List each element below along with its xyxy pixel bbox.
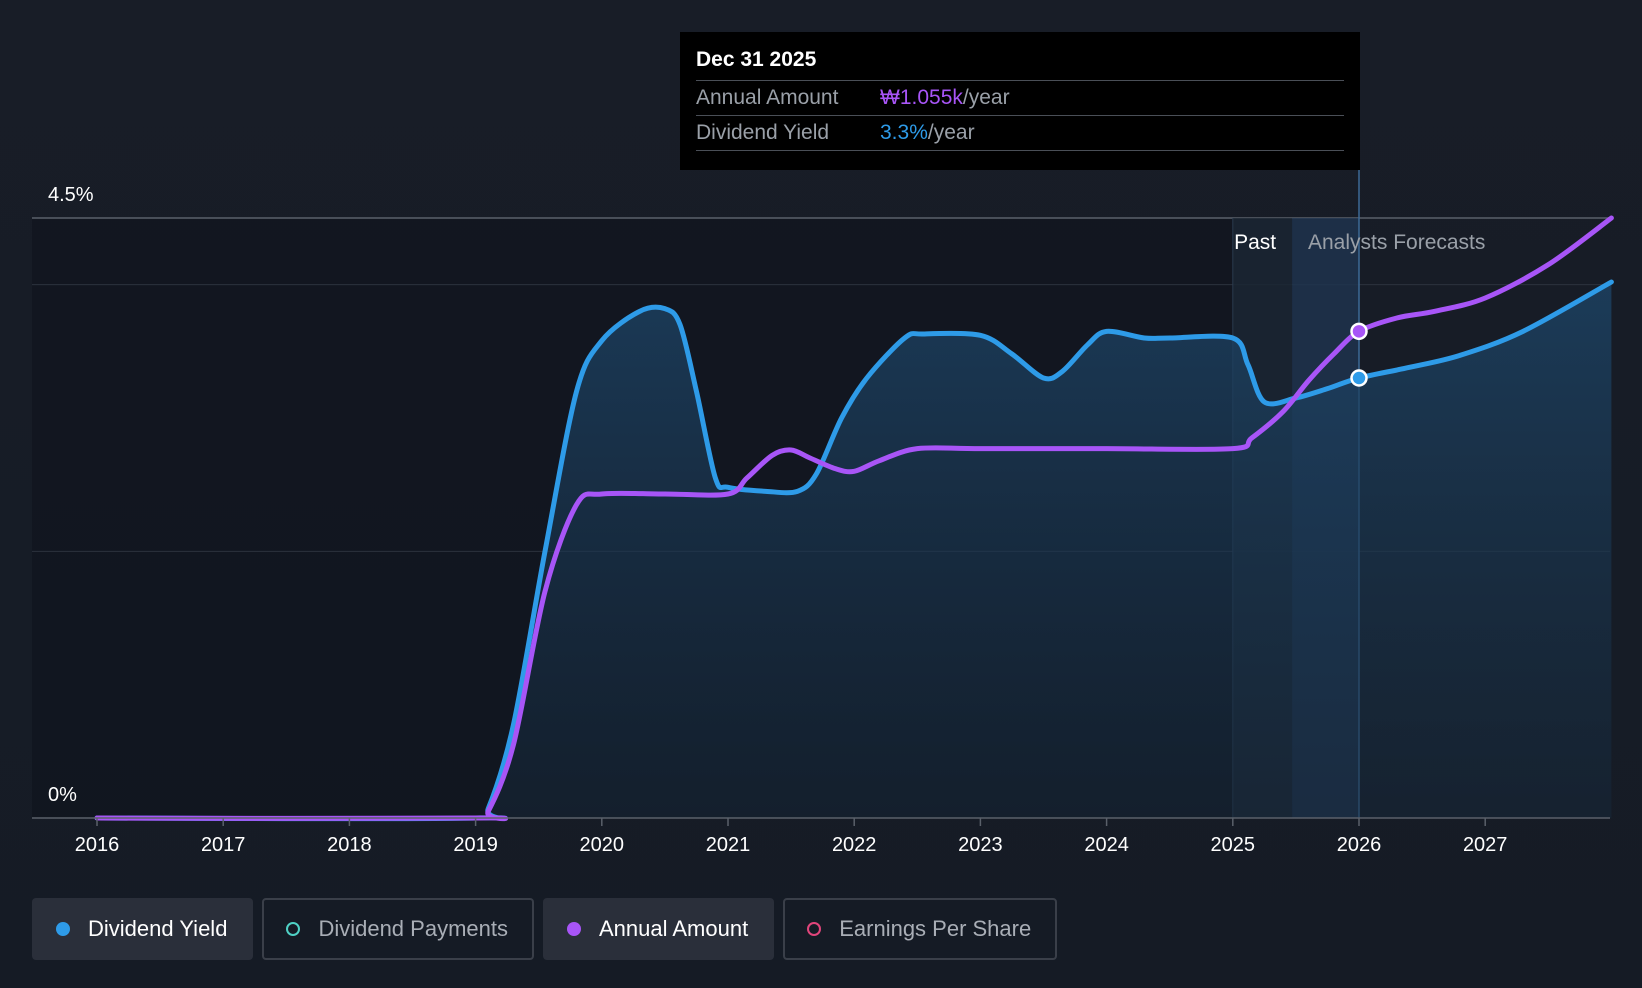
legend-label: Dividend Yield [88,916,228,941]
annual-amount-marker [1350,322,1368,341]
tooltip-value: 3.3% [880,121,928,144]
legend-label: Earnings Per Share [839,916,1032,941]
x-tick-label: 2016 [75,834,120,856]
tooltip-row-annual-amount: Annual Amount ₩1.055k /year [696,81,1344,116]
x-tick-label: 2019 [453,834,498,856]
legend-ring-icon [807,922,822,936]
tooltip-label: Dividend Yield [696,121,830,144]
legend-label: Dividend Payments [318,916,508,941]
y-axis-label-top: 4.5% [48,184,94,206]
forecast-label: Analysts Forecasts [1308,231,1485,254]
past-label: Past [1234,231,1276,254]
x-tick-label: 2021 [706,834,751,856]
tooltip-row-dividend-yield: Dividend Yield 3.3% /year [696,116,1344,151]
x-tick-label: 2024 [1084,834,1129,856]
x-tick-label: 2017 [201,834,246,856]
x-tick-label: 2018 [327,834,372,856]
x-tick-label: 2027 [1463,834,1508,856]
tooltip-unit: /year [962,86,1010,109]
dividend-yield-marker [1350,369,1368,387]
x-tick-label: 2026 [1337,834,1382,856]
legend-label: Annual Amount [598,916,749,941]
legend-toggle-dividend-yield[interactable]: Dividend Yield [32,898,254,960]
dividend-yield-area [97,282,1612,819]
x-tick-label: 2022 [832,834,877,856]
tooltip-unit: /year [927,121,975,144]
tooltip-label: Annual Amount [696,86,839,109]
tooltip-date: Dec 31 2025 [696,46,1344,81]
y-axis-label-bottom: 0% [48,784,77,806]
x-tick-label: 2025 [1211,834,1256,856]
legend-dot-icon [566,922,581,936]
x-tick-label: 2023 [958,834,1003,856]
legend-toggle-dividend-payments[interactable]: Dividend Payments [262,898,534,960]
legend-ring-icon [286,922,301,936]
x-tick-label: 2020 [580,834,625,856]
chart-legend: Dividend Yield Dividend Payments Annual … [32,898,1058,960]
legend-dot-icon [56,922,70,936]
legend-toggle-annual-amount[interactable]: Annual Amount [542,898,775,960]
tooltip-value: ₩1.055k [880,86,963,109]
legend-toggle-earnings-per-share[interactable]: Earnings Per Share [783,898,1058,960]
dividend-yield-line [94,279,1614,822]
chart-tooltip: Dec 31 2025 Annual Amount ₩1.055k /year … [680,32,1360,170]
